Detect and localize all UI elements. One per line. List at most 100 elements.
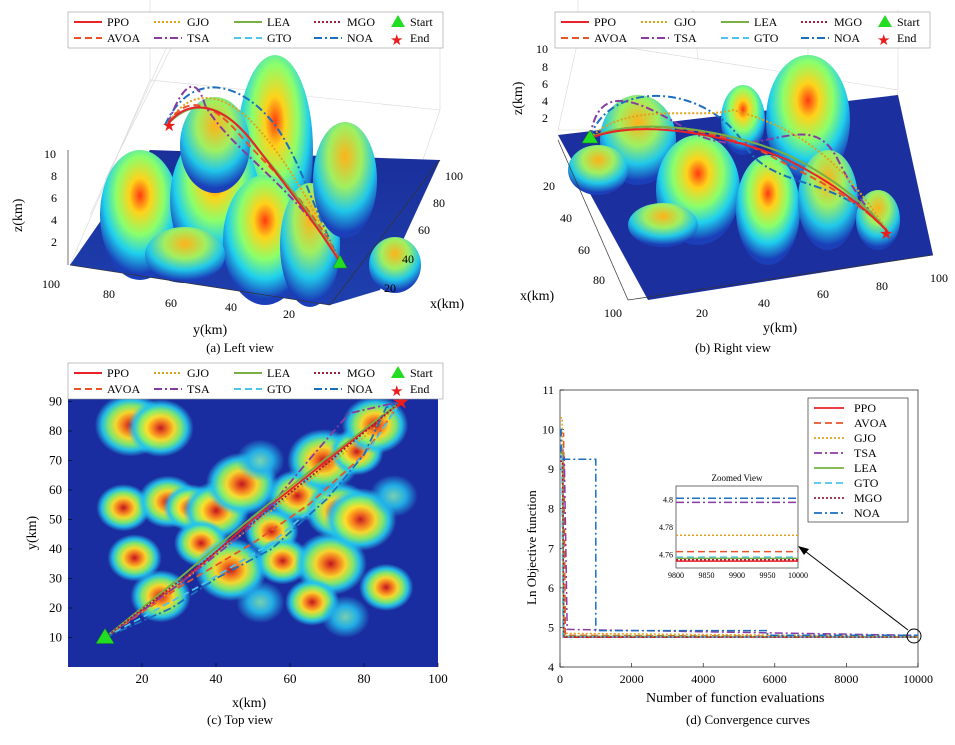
- left-y-tick: 20: [283, 307, 295, 321]
- left-view-legend: PPO GJO LEA MGO AVOA TSA GTO NOA Start ★ End: [67, 11, 444, 49]
- conv-line-noa: [560, 428, 918, 637]
- conv-x-tick: 2000: [620, 672, 644, 686]
- right-y-tick: 100: [604, 306, 622, 320]
- conv-legend-label-lea: LEA: [854, 461, 878, 475]
- legend-label-gto: GTO: [267, 382, 292, 396]
- caption-d: (d) Convergence curves: [686, 712, 810, 727]
- zoom-circle: [906, 628, 922, 644]
- top-path-lea: [104, 400, 402, 639]
- conv-line-mgo: [560, 460, 918, 638]
- inset-y-tick: 4.8: [663, 496, 673, 505]
- inset-x-tick: 9850: [699, 571, 715, 580]
- left-z-tick: 2: [51, 235, 57, 249]
- conv-y-tick: 6: [548, 581, 554, 595]
- legend-label-tsa: TSA: [674, 31, 697, 45]
- left-path-tsa: [167, 85, 341, 263]
- top-path-noa: [104, 400, 402, 639]
- conv-x-label: Number of function evaluations: [646, 691, 824, 706]
- right-path-gjo: [589, 108, 889, 233]
- top-start-marker: [95, 628, 115, 644]
- heatmap-peak: [359, 563, 414, 611]
- left-path-ppo: [167, 106, 341, 263]
- top-path-mgo: [104, 400, 402, 639]
- right-z-tick: 10: [536, 42, 548, 56]
- conv-legend-label-noa: NOA: [854, 506, 880, 520]
- left-y-tick: 60: [165, 296, 177, 310]
- legend-end-label: End: [897, 31, 916, 45]
- left-z-axis: 10 8 6 4 2 z(km): [11, 147, 69, 265]
- top-x-tick: 80: [358, 671, 371, 686]
- left-x-tick: 40: [402, 252, 414, 266]
- left-view-paths: [164, 85, 341, 263]
- right-x-tick: 80: [876, 279, 888, 293]
- legend-label-noa: NOA: [347, 31, 373, 45]
- left-path-noa: [164, 86, 341, 263]
- left-z-tick: 10: [44, 147, 56, 161]
- top-view-legend: PPO GJO LEA MGO AVOA TSA GTO NOA Start ★ End: [67, 362, 444, 400]
- conv-y-tick: 4: [548, 660, 554, 674]
- conv-y-tick: 10: [542, 423, 554, 437]
- right-view-paths: [589, 95, 889, 233]
- top-y-tick: 30: [49, 571, 62, 586]
- left-view-peaks: [100, 55, 421, 307]
- left-z-tick: 8: [51, 169, 57, 183]
- right-x-tick: 20: [696, 306, 708, 320]
- conv-x-tick: 10000: [903, 672, 933, 686]
- top-x-tick: 40: [210, 671, 223, 686]
- inset-frame: [675, 485, 799, 569]
- top-view-paths: [104, 400, 402, 639]
- legend-end-marker: ★: [390, 33, 403, 49]
- top-x-tick: 100: [428, 671, 448, 686]
- convergence-axes: 0 2000 4000 6000 8000 10000 4 5 6 7 8 9 10 11: [542, 383, 933, 686]
- inset-x-tick: 9950: [760, 571, 776, 580]
- convergence-chart: 0 2000 4000 6000 8000 10000 4 5 6 7 8 9 10 11 Number …: [524, 383, 933, 706]
- legend-start-label: Start: [410, 15, 433, 29]
- heatmap-peak: [96, 484, 151, 532]
- panel-left-view: ★ 10 8 6 4 2 z(km) 100 80 60 40 20 y(km)…: [0, 0, 478, 360]
- inset-x-tick: 9900: [729, 571, 745, 580]
- right-z-tick: 2: [542, 111, 548, 125]
- conv-y-tick: 11: [542, 383, 554, 397]
- legend-label-avoa: AVOA: [107, 382, 140, 396]
- conv-x-tick: 0: [557, 672, 563, 686]
- panel-convergence: 0 2000 4000 6000 8000 10000 4 5 6 7 8 9 10 11 Number …: [478, 360, 955, 740]
- legend-end-label: End: [410, 31, 429, 45]
- right-path-lea: [589, 125, 889, 233]
- heatmap-peak: [321, 595, 370, 638]
- right-x-label: y(km): [763, 321, 798, 336]
- conv-legend-label-avoa: AVOA: [854, 416, 887, 430]
- right-z-tick: 6: [542, 77, 548, 91]
- top-x-label: x(km): [232, 696, 267, 711]
- legend-label-lea: LEA: [267, 15, 291, 29]
- top-x-tick: 60: [284, 671, 297, 686]
- conv-x-tick: 6000: [763, 672, 787, 686]
- conv-legend-label-ppo: PPO: [854, 401, 876, 415]
- left-x-label: x(km): [430, 297, 465, 312]
- right-x-tick: 100: [930, 271, 948, 285]
- legend-end-marker: ★: [877, 33, 890, 49]
- left-path-gjo: [167, 96, 341, 263]
- conv-x-tick: 8000: [834, 672, 858, 686]
- top-y-tick: 20: [49, 600, 62, 615]
- inset-y-tick: 4.76: [659, 550, 673, 559]
- left-x-axis: 20 40 60 80 100 x(km): [329, 159, 465, 312]
- right-y-tick: 20: [543, 179, 555, 193]
- conv-legend-label-tsa: TSA: [854, 446, 877, 460]
- conv-y-tick: 8: [548, 502, 554, 516]
- top-path-avoa: [104, 400, 402, 639]
- left-y-tick: 100: [42, 277, 60, 291]
- panel-top-view: ★ 20 40 60 80 100 10 20 30 40 50 60 70 80 90 x(km) y(…: [0, 360, 478, 740]
- legend-label-avoa: AVOA: [594, 31, 627, 45]
- heatmap-peak: [127, 399, 194, 457]
- left-y-label: y(km): [193, 323, 228, 338]
- top-y-tick: 50: [49, 512, 62, 527]
- legend-end-label: End: [410, 382, 429, 396]
- left-x-tick: 20: [384, 281, 396, 295]
- legend-label-gjo: GJO: [187, 15, 209, 29]
- heatmap-peak: [369, 474, 418, 517]
- inset-title: Zoomed View: [711, 473, 763, 483]
- top-y-tick: 10: [49, 630, 62, 645]
- right-y-tick: 40: [560, 211, 572, 225]
- zoom-arrowhead: [798, 546, 809, 555]
